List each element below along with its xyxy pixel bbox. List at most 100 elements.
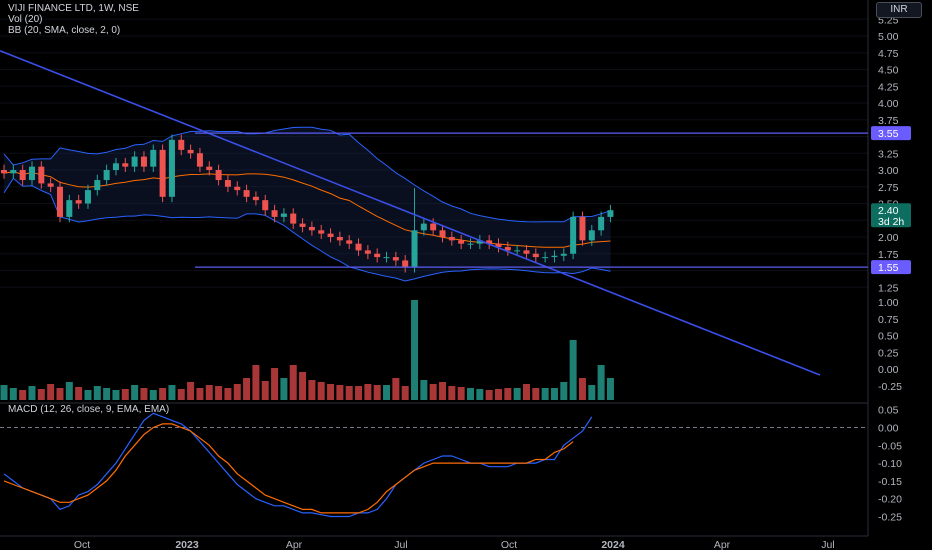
candle-body xyxy=(234,186,241,191)
candle-body xyxy=(607,210,614,217)
candle-body xyxy=(10,170,17,174)
price-tick-label: 1.75 xyxy=(878,249,899,261)
candle-body xyxy=(168,139,175,197)
volume-bar xyxy=(271,368,279,400)
candle-body xyxy=(374,253,381,258)
last-price-tag-bg xyxy=(871,203,911,228)
candle-body xyxy=(75,200,82,204)
volume-bar xyxy=(606,378,614,400)
macd-legend[interactable]: MACD (12, 26, close, 9, EMA, EMA) xyxy=(8,404,170,415)
candle-body xyxy=(430,223,437,231)
candle-body xyxy=(1,170,7,174)
trendline xyxy=(0,49,821,376)
price-tick-label: 4.50 xyxy=(878,65,899,77)
volume-bar xyxy=(261,381,269,400)
resistance-tag-bg xyxy=(871,126,911,141)
volume-legend[interactable]: Vol (20) xyxy=(8,14,43,25)
time-tick-label: Jul xyxy=(394,539,407,550)
volume-bar xyxy=(327,384,335,400)
bb-upper xyxy=(3,126,611,223)
volume-bar xyxy=(373,385,381,400)
price-tick-label: 5.00 xyxy=(878,31,899,43)
price-tick-label: 2.75 xyxy=(878,182,899,194)
volume-bar xyxy=(411,300,419,400)
candle-body xyxy=(523,250,530,254)
volume-bar xyxy=(299,372,307,400)
candle-body xyxy=(439,230,446,237)
time-tick-label: 2023 xyxy=(175,539,199,550)
price-tick-label: 2.00 xyxy=(878,232,899,244)
candle-body xyxy=(140,156,147,167)
volume-bar xyxy=(383,385,391,400)
price-tick-label: 1.25 xyxy=(878,282,899,294)
candle-body xyxy=(318,230,325,234)
volume-bar xyxy=(494,389,502,400)
volume-tick-label: 1.00 xyxy=(878,297,899,309)
candle-body xyxy=(28,166,35,181)
time-axis: Oct 2023 Apr Jul Oct 2024 Apr Jul xyxy=(74,539,835,550)
volume-tick-label: 0.50 xyxy=(878,331,899,343)
bb-basis xyxy=(3,171,611,248)
volume-tick-label: 0.75 xyxy=(878,314,899,326)
volume-bar xyxy=(103,388,111,400)
volume-bar xyxy=(317,382,325,400)
volume-bar xyxy=(19,390,27,400)
currency-button[interactable]: INR xyxy=(876,2,922,18)
candle-body xyxy=(420,223,427,231)
price-tick-label: 4.00 xyxy=(878,98,899,110)
candle-body xyxy=(122,163,129,167)
volume-bar xyxy=(345,386,353,400)
volume-bar xyxy=(541,388,549,400)
candle-body xyxy=(560,253,567,256)
candle-body xyxy=(224,180,231,187)
candle-body xyxy=(38,166,45,184)
candle-body xyxy=(103,170,110,181)
volume-bar xyxy=(187,382,195,400)
volume-bar xyxy=(336,385,344,400)
bb-legend[interactable]: BB (20, SMA, close, 2, 0) xyxy=(8,25,121,36)
candle-body xyxy=(504,247,511,251)
candle-body xyxy=(570,216,577,254)
volume-bar xyxy=(522,384,530,400)
candle-body xyxy=(495,243,502,248)
macd-pane xyxy=(0,412,868,518)
countdown-text: 3d 2h xyxy=(878,216,904,228)
volume-bar xyxy=(215,386,223,400)
volume-bar xyxy=(401,386,409,400)
price-tick-label: 4.75 xyxy=(878,48,899,60)
volume-tick-label: 0.25 xyxy=(878,347,899,359)
macd-tick-label: -0.25 xyxy=(878,512,902,524)
volume-bar xyxy=(280,378,288,400)
macd-tick-label: 0.05 xyxy=(878,405,899,417)
symbol-title[interactable]: VIJI FINANCE LTD, 1W, NSE xyxy=(8,3,139,14)
macd-tick-label: 0.00 xyxy=(878,423,899,435)
macd-tick-label: -0.10 xyxy=(878,458,902,470)
time-tick-label: Apr xyxy=(286,539,303,550)
volume-bar xyxy=(252,365,260,400)
candle-body xyxy=(206,166,213,170)
volume-bar xyxy=(364,384,372,400)
volume-bar xyxy=(467,388,474,400)
volume-bar xyxy=(597,365,605,400)
price-tick-label: 4.25 xyxy=(878,81,899,93)
candle-body xyxy=(448,237,455,241)
candle-body xyxy=(262,200,269,211)
volume-bar xyxy=(159,388,167,400)
volume-bar xyxy=(28,386,36,400)
candle-body xyxy=(383,257,390,259)
volume-bar xyxy=(504,388,512,400)
candle-body xyxy=(346,240,353,244)
candle-body xyxy=(47,183,54,187)
macd-tick-label: -0.05 xyxy=(878,440,902,452)
candle-body xyxy=(579,216,586,241)
candle-body xyxy=(290,213,297,224)
volume-bar xyxy=(149,390,157,400)
volume-bar xyxy=(439,382,447,400)
support-tag-text: 1.55 xyxy=(878,262,899,274)
volume-bar xyxy=(65,382,73,400)
candle-body xyxy=(327,233,334,237)
volume-bar xyxy=(9,388,17,400)
candle-body xyxy=(271,210,278,217)
candle-body xyxy=(532,253,539,258)
